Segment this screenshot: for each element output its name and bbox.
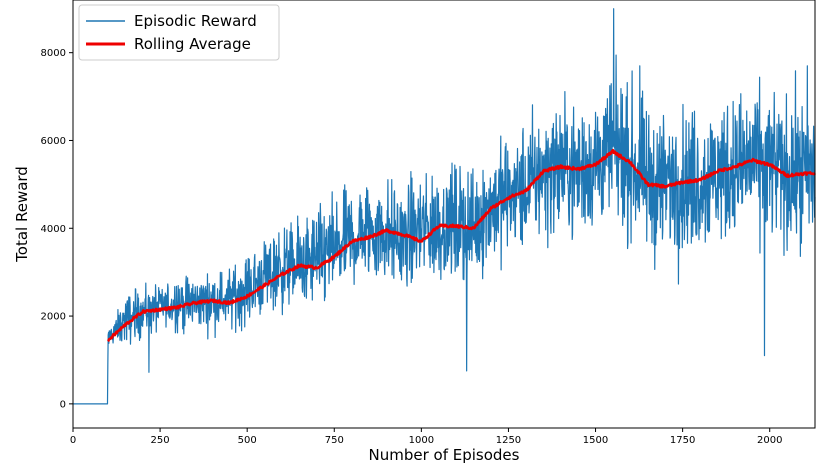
- episodic-reward-line: [72, 8, 816, 405]
- legend-box: [78, 4, 280, 61]
- y-axis: 0 2000 4000 6000 8000: [41, 48, 73, 410]
- x-axis: 0 250 500 750 1000 1250 1500 1750 2000: [70, 428, 782, 446]
- legend-label-episodic: Episodic Reward: [134, 12, 257, 30]
- x-tick-label: 2000: [757, 435, 782, 446]
- y-tick-label: 2000: [41, 312, 66, 323]
- x-tick-label: 1500: [583, 435, 608, 446]
- legend: Episodic Reward Rolling Average: [78, 4, 280, 61]
- x-tick-label: 1000: [409, 435, 434, 446]
- y-tick-label: 4000: [41, 224, 66, 235]
- y-tick-label: 0: [60, 399, 66, 410]
- legend-label-rolling: Rolling Average: [134, 35, 251, 53]
- x-tick-label: 250: [151, 435, 170, 446]
- x-tick-label: 750: [325, 435, 344, 446]
- x-tick-label: 0: [70, 435, 76, 446]
- x-axis-label: Number of Episodes: [369, 446, 520, 464]
- y-tick-label: 6000: [41, 136, 66, 147]
- y-axis-label: Total Reward: [13, 166, 31, 263]
- y-tick-label: 8000: [41, 48, 66, 59]
- rolling-average-line: [106, 148, 816, 343]
- plot-frame: [72, 0, 816, 429]
- x-tick-label: 1750: [670, 435, 695, 446]
- x-tick-label: 1250: [496, 435, 521, 446]
- x-tick-label: 500: [238, 435, 257, 446]
- series-layer: [72, 8, 816, 405]
